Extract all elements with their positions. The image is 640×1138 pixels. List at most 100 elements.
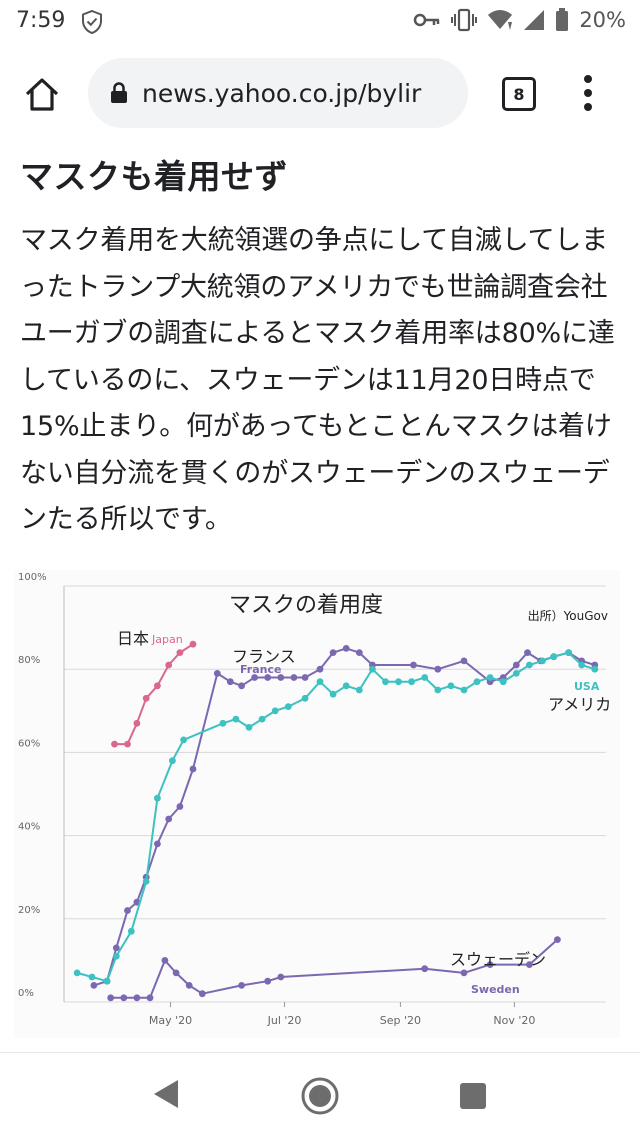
legend-japan-en: Japan bbox=[151, 633, 183, 646]
vibrate-icon bbox=[451, 8, 478, 32]
data-point-sweden bbox=[554, 936, 561, 943]
data-point-usa bbox=[271, 707, 279, 715]
data-point-usa bbox=[473, 678, 481, 686]
legend-france-en: France bbox=[240, 663, 281, 676]
data-point-usa bbox=[591, 665, 599, 673]
data-point-sweden bbox=[486, 961, 494, 968]
data-point-usa bbox=[512, 670, 520, 677]
data-point-sweden bbox=[460, 969, 468, 977]
series-line-japan bbox=[114, 643, 194, 746]
data-point-france bbox=[189, 765, 197, 773]
y-tick-label: 40% bbox=[18, 822, 40, 833]
tab-switcher-button[interactable]: 8 bbox=[502, 77, 536, 111]
status-bar: 7:59 20% bbox=[0, 0, 640, 44]
data-point-usa bbox=[447, 682, 455, 690]
data-point-france bbox=[460, 657, 468, 665]
data-point-usa bbox=[408, 678, 415, 686]
data-point-france bbox=[290, 674, 298, 681]
legend-usa-en: USA bbox=[574, 680, 600, 693]
data-point-usa bbox=[112, 952, 120, 960]
wifi-icon bbox=[488, 10, 513, 30]
x-tick-label: Jul '20 bbox=[267, 1014, 302, 1027]
chart-source: 出所）YouGov bbox=[528, 609, 608, 623]
legend-sweden-ja: スウェーデン bbox=[450, 950, 546, 969]
data-point-france bbox=[329, 649, 337, 656]
y-tick-label: 60% bbox=[18, 738, 40, 749]
data-point-sweden bbox=[526, 961, 533, 968]
address-bar[interactable]: news.yahoo.co.jp/bylir bbox=[88, 58, 468, 128]
shield-check-icon bbox=[82, 9, 102, 35]
data-point-usa bbox=[142, 878, 150, 885]
home-circle-icon[interactable] bbox=[300, 1076, 340, 1116]
key-icon bbox=[414, 13, 440, 27]
data-point-usa bbox=[539, 657, 546, 665]
status-indicators: 20% bbox=[413, 8, 626, 32]
y-tick-label: 20% bbox=[18, 905, 40, 916]
data-point-usa bbox=[329, 690, 337, 698]
data-point-japan bbox=[176, 649, 184, 656]
data-point-usa bbox=[486, 674, 494, 681]
data-point-japan bbox=[133, 719, 141, 727]
battery-percent: 20% bbox=[579, 8, 626, 32]
data-point-sweden bbox=[107, 994, 115, 1002]
data-point-sweden bbox=[161, 957, 169, 964]
data-point-france bbox=[410, 661, 417, 669]
home-icon[interactable] bbox=[22, 74, 62, 114]
data-point-france bbox=[154, 840, 161, 848]
x-tick-label: Nov '20 bbox=[493, 1014, 535, 1027]
data-point-france bbox=[90, 982, 98, 989]
data-point-france bbox=[112, 944, 120, 952]
data-point-usa bbox=[88, 973, 96, 981]
data-point-sweden bbox=[198, 990, 206, 998]
y-tick-label: 100% bbox=[18, 572, 47, 583]
data-point-usa bbox=[382, 678, 389, 686]
data-point-france bbox=[301, 674, 309, 681]
data-point-france bbox=[512, 661, 520, 669]
signal-icon bbox=[524, 10, 545, 30]
browser-toolbar: news.yahoo.co.jp/bylir 8 bbox=[0, 46, 640, 142]
data-point-usa bbox=[232, 715, 240, 723]
chart-svg: 0% 20% 40% 60% 80% 100% May '20 Jul '20 Sep '20 N… bbox=[18, 572, 611, 1027]
data-point-usa bbox=[219, 719, 227, 727]
legend-japan-ja: 日本 bbox=[117, 629, 149, 648]
battery-icon bbox=[556, 8, 569, 31]
data-point-usa bbox=[180, 736, 188, 744]
data-point-france bbox=[238, 682, 246, 690]
legend-usa-ja: アメリカ bbox=[548, 695, 611, 714]
lock-icon bbox=[111, 82, 127, 103]
legend-sweden-en: Sweden bbox=[471, 983, 520, 996]
overflow-menu-icon[interactable] bbox=[582, 74, 594, 112]
data-point-usa bbox=[316, 678, 324, 686]
data-point-usa bbox=[565, 649, 572, 656]
back-icon[interactable] bbox=[152, 1078, 180, 1110]
data-point-usa bbox=[434, 686, 442, 694]
system-nav-bar bbox=[0, 1053, 640, 1138]
data-point-usa bbox=[169, 757, 176, 765]
data-point-usa bbox=[127, 927, 135, 935]
data-point-france bbox=[277, 674, 285, 681]
series-line-sweden bbox=[110, 938, 559, 999]
data-point-sweden bbox=[238, 982, 246, 989]
x-tick-label: Sep '20 bbox=[380, 1014, 421, 1027]
article-headline: マスクも着用せず bbox=[20, 157, 288, 196]
data-point-usa bbox=[154, 794, 161, 802]
data-point-france bbox=[226, 678, 234, 686]
data-point-france bbox=[124, 907, 131, 914]
data-point-usa bbox=[550, 653, 558, 661]
y-tick-label: 80% bbox=[18, 655, 40, 666]
data-point-sweden bbox=[146, 994, 154, 1002]
data-point-usa bbox=[73, 969, 81, 977]
data-point-sweden bbox=[133, 994, 141, 1002]
data-point-usa bbox=[395, 678, 402, 686]
recents-icon[interactable] bbox=[460, 1083, 486, 1109]
data-point-usa bbox=[355, 686, 363, 694]
data-point-usa bbox=[499, 678, 507, 686]
data-point-france bbox=[342, 645, 350, 652]
data-point-sweden bbox=[277, 973, 285, 981]
data-point-france bbox=[264, 674, 272, 681]
data-point-japan bbox=[154, 682, 161, 690]
data-point-france bbox=[165, 815, 173, 823]
data-point-france bbox=[251, 674, 258, 681]
data-point-sweden bbox=[421, 965, 429, 973]
data-point-sweden bbox=[172, 969, 180, 977]
